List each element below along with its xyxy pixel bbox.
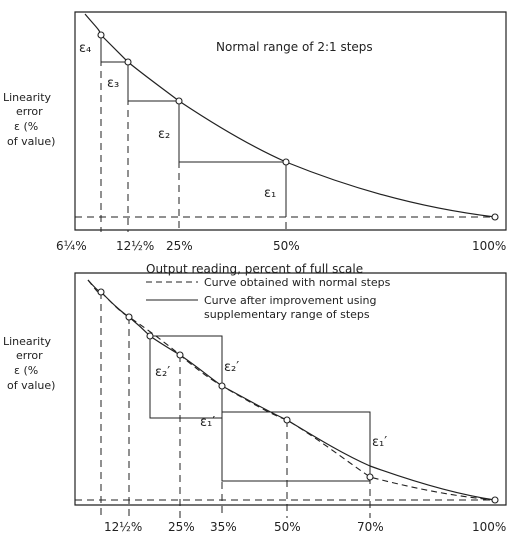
bottom-point-70 (366, 473, 374, 481)
bottom-legend-solid-line1: Curve after improvement using (204, 294, 377, 307)
top-point-25 (175, 97, 183, 105)
top-eps4: ε₄ (79, 41, 91, 56)
bottom-curve-improved (87, 279, 496, 501)
top-tick-6: 6¼% (56, 239, 87, 253)
bottom-tick-70: 70% (357, 520, 384, 534)
top-eps3: ε₃ (107, 76, 119, 91)
bottom-eps1-right: ε₁′ (372, 435, 387, 450)
top-tick-25: 25% (166, 239, 193, 253)
bottom-point-a (97, 288, 105, 296)
top-point-6 (97, 31, 105, 39)
bottom-point-25 (176, 351, 184, 359)
bottom-ylabel-line2: error (16, 349, 43, 362)
top-frame (74, 11, 507, 231)
bottom-point-50 (283, 416, 291, 424)
top-tick-12: 12½% (116, 239, 154, 253)
bottom-ylabel-line3: ε (% (14, 364, 38, 377)
bottom-panel: Curve obtained with normal steps Curve a… (3, 272, 507, 534)
top-point-12 (124, 58, 132, 66)
top-panel: Normal range of 2:1 steps ε₄ ε₃ ε₂ ε₁ Li… (3, 11, 507, 276)
top-eps2: ε₂ (158, 127, 170, 142)
bottom-point-12 (125, 313, 133, 321)
bottom-frame (74, 272, 507, 506)
top-tick-50: 50% (273, 239, 300, 253)
bottom-tick-25: 25% (168, 520, 195, 534)
top-staircase (100, 35, 287, 217)
top-tick-100: 100% (472, 239, 506, 253)
top-ylabel-line3: ε (% (14, 120, 38, 133)
top-eps1: ε₁ (264, 186, 276, 201)
bottom-legend-dashed: Curve obtained with normal steps (204, 276, 391, 289)
bottom-step-box-lower (221, 411, 371, 482)
top-title: Normal range of 2:1 steps (216, 40, 373, 54)
bottom-eps2-left: ε₂′ (155, 365, 170, 380)
top-ylabel: Linearity error ε (% of value) (3, 91, 55, 148)
bottom-ylabel-line1: Linearity (3, 335, 52, 348)
top-point-100 (491, 213, 499, 221)
bottom-ylabel-line4: of value) (7, 379, 55, 392)
bottom-point-100 (491, 496, 499, 504)
bottom-tick-50: 50% (274, 520, 301, 534)
bottom-eps2-right: ε₂′ (224, 360, 239, 375)
top-ylabel-line2: error (16, 105, 43, 118)
top-ylabel-line4: of value) (7, 135, 55, 148)
bottom-ylabel: Linearity error ε (% of value) (3, 335, 55, 392)
bottom-tick-12: 12½% (104, 520, 142, 534)
bottom-point-35 (218, 382, 226, 390)
top-point-50 (282, 158, 290, 166)
bottom-eps1-left: ε₁′ (200, 415, 215, 430)
top-xlabel: Output reading, percent of full scale (146, 262, 363, 276)
bottom-tick-35: 35% (210, 520, 237, 534)
bottom-point-17 (146, 332, 154, 340)
bottom-tick-100: 100% (472, 520, 506, 534)
bottom-legend-solid-line2: supplementary range of steps (204, 308, 370, 321)
top-ylabel-line1: Linearity (3, 91, 52, 104)
